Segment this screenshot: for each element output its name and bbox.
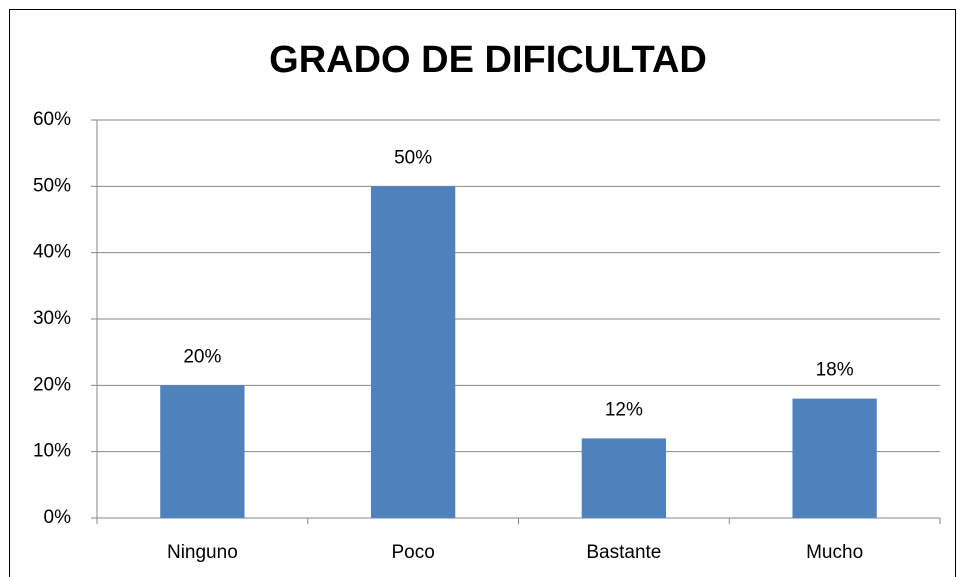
bar xyxy=(581,438,667,518)
x-tick-label: Ninguno xyxy=(167,542,238,563)
y-tick-label: 20% xyxy=(33,374,71,395)
bar xyxy=(160,385,245,518)
y-tick-label: 10% xyxy=(33,441,71,462)
y-tick-label: 40% xyxy=(33,242,71,263)
chart-title: GRADO DE DIFICULTAD xyxy=(269,39,707,81)
data-label: 12% xyxy=(605,399,643,420)
data-label: 18% xyxy=(816,360,854,381)
data-label: 20% xyxy=(183,346,221,367)
y-tick-label: 60% xyxy=(33,109,71,130)
x-tick-label: Poco xyxy=(391,542,434,563)
bar xyxy=(792,398,877,518)
bar xyxy=(370,186,456,519)
y-tick-label: 0% xyxy=(44,507,72,528)
x-tick-label: Bastante xyxy=(586,542,661,563)
x-tick-label: Mucho xyxy=(806,542,863,563)
data-label: 50% xyxy=(394,147,432,168)
y-tick-label: 50% xyxy=(33,175,71,196)
y-tick-label: 30% xyxy=(33,308,71,329)
